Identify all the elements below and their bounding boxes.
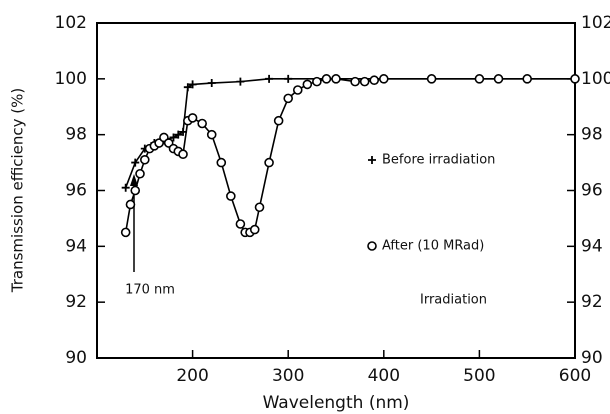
marker bbox=[493, 74, 504, 84]
y-tick-label: 94 bbox=[65, 236, 87, 256]
x-axis-title: Wavelength (nm) bbox=[263, 393, 410, 413]
marker bbox=[284, 74, 293, 83]
marker bbox=[169, 133, 178, 142]
marker bbox=[207, 79, 216, 88]
x-tick-label: 600 bbox=[559, 366, 591, 386]
marker bbox=[235, 219, 246, 229]
marker bbox=[254, 202, 265, 213]
y2-tick-label: 92 bbox=[581, 292, 603, 312]
marker bbox=[265, 74, 274, 83]
marker bbox=[125, 199, 136, 210]
annotation: Irradiation bbox=[420, 293, 487, 308]
y-axis-title: Transmission efficiency (%) bbox=[9, 88, 27, 293]
marker bbox=[206, 129, 217, 140]
marker bbox=[226, 191, 236, 201]
series-line bbox=[124, 78, 575, 234]
marker bbox=[135, 168, 145, 179]
x-tick-label: 300 bbox=[272, 366, 304, 386]
marker bbox=[188, 80, 197, 89]
marker bbox=[264, 157, 274, 168]
y-tick-label: 100 bbox=[55, 69, 87, 89]
marker bbox=[197, 118, 207, 129]
y2-tick-label: 100 bbox=[581, 69, 610, 89]
legend-marker bbox=[367, 241, 377, 251]
marker bbox=[426, 74, 437, 84]
x-tick-label: 200 bbox=[176, 366, 208, 386]
marker bbox=[120, 227, 131, 238]
legend-label: After (10 MRad) bbox=[382, 239, 484, 254]
annotation: 170 nm bbox=[125, 283, 175, 298]
y2-tick-label: 102 bbox=[581, 13, 610, 33]
marker bbox=[178, 149, 188, 160]
marker bbox=[359, 76, 370, 87]
marker bbox=[369, 75, 380, 86]
marker bbox=[131, 158, 140, 167]
y-tick-label: 96 bbox=[65, 181, 87, 201]
marker bbox=[522, 74, 533, 84]
plot-frame bbox=[96, 22, 576, 359]
arrow-head bbox=[130, 174, 138, 186]
x-tick-label: 500 bbox=[463, 366, 495, 386]
legend-marker bbox=[368, 156, 376, 164]
marker bbox=[236, 77, 245, 86]
marker bbox=[474, 74, 485, 84]
marker bbox=[140, 154, 150, 165]
x-tick-label: 400 bbox=[368, 366, 400, 386]
y2-tick-label: 98 bbox=[581, 125, 603, 145]
marker bbox=[283, 93, 294, 104]
marker bbox=[292, 85, 303, 95]
y-tick-label: 98 bbox=[65, 125, 87, 145]
y2-tick-label: 94 bbox=[581, 236, 603, 256]
marker bbox=[249, 224, 260, 235]
y2-tick-label: 90 bbox=[581, 348, 603, 368]
y-tick-label: 102 bbox=[55, 13, 87, 33]
marker bbox=[174, 130, 183, 139]
y-tick-label: 92 bbox=[65, 292, 87, 312]
marker bbox=[187, 113, 198, 123]
marker bbox=[350, 76, 360, 87]
marker bbox=[183, 83, 192, 92]
marker bbox=[570, 74, 580, 84]
marker bbox=[378, 74, 389, 84]
legend-label: Before irradiation bbox=[382, 153, 495, 168]
marker bbox=[273, 115, 284, 126]
y-tick-label: 90 bbox=[65, 348, 87, 368]
series-line bbox=[124, 78, 575, 188]
y2-tick-label: 96 bbox=[581, 181, 603, 201]
marker bbox=[321, 74, 332, 84]
marker bbox=[302, 79, 313, 90]
marker bbox=[121, 183, 130, 192]
marker bbox=[312, 76, 322, 87]
marker bbox=[216, 157, 227, 168]
marker bbox=[130, 185, 141, 196]
marker bbox=[331, 74, 341, 84]
